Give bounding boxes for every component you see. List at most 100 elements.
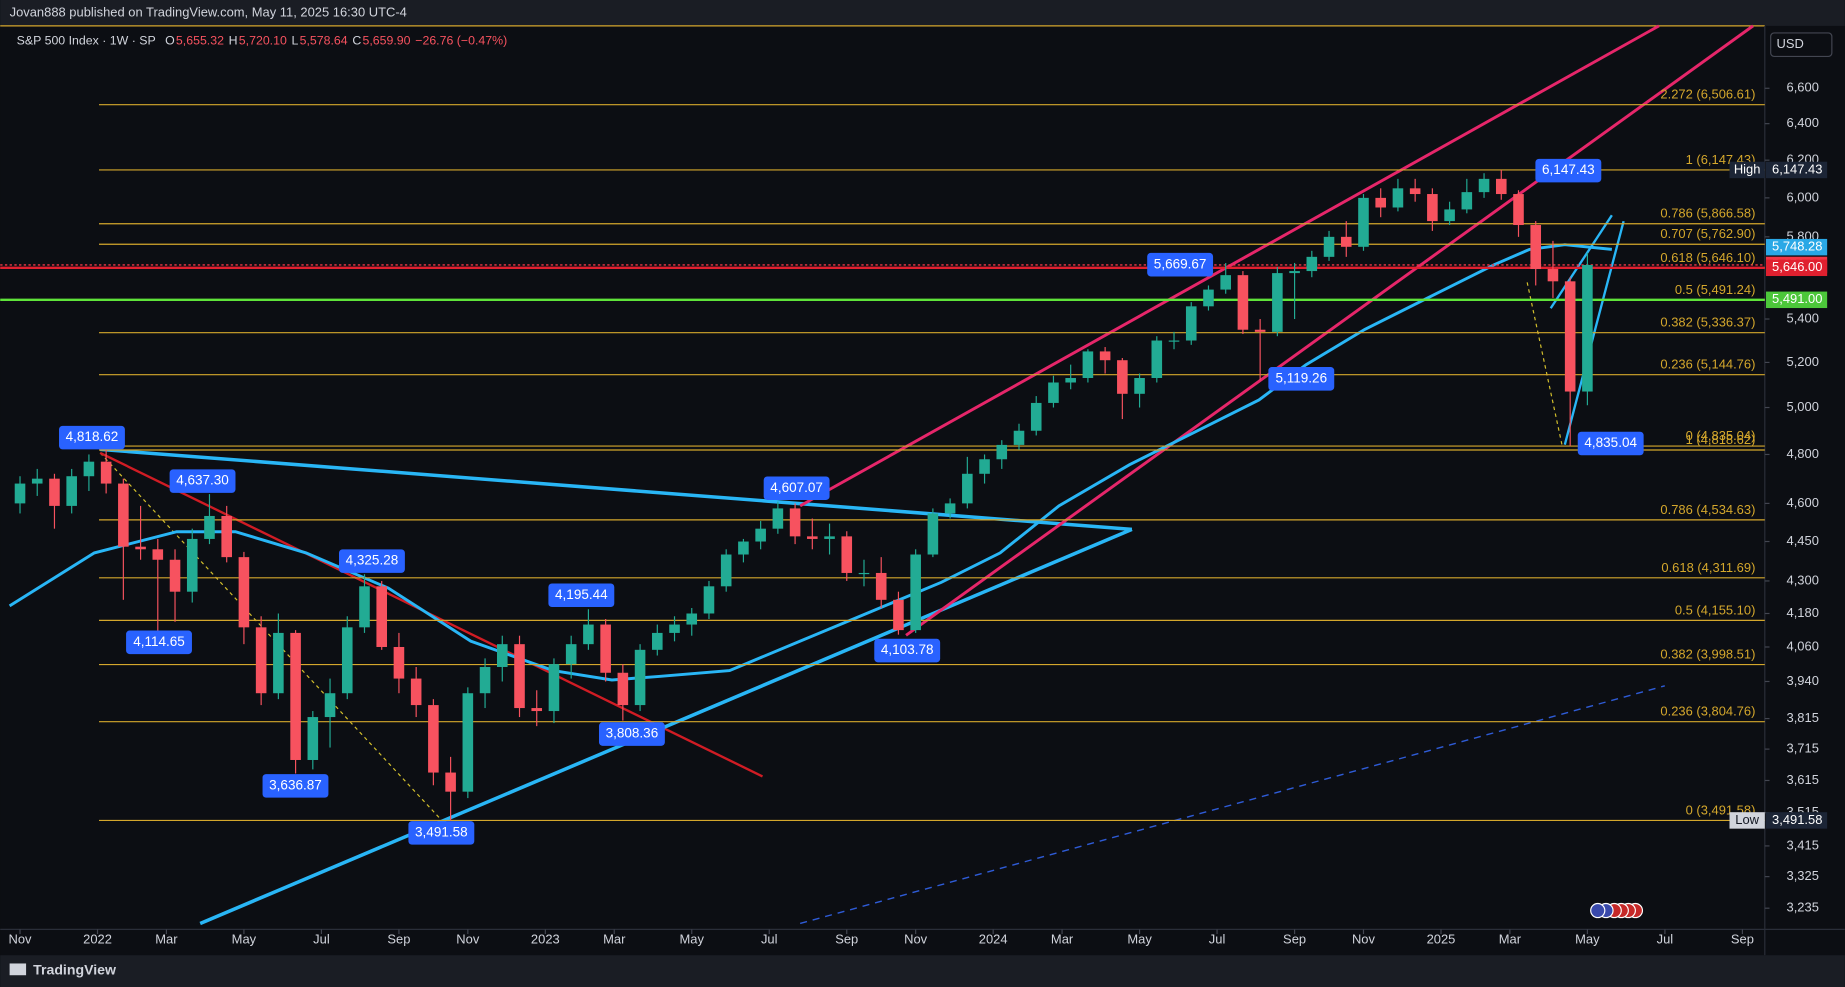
x-tick-label: May: [1127, 931, 1152, 946]
callout-label: 4,637.30: [176, 473, 229, 488]
candle-body: [238, 557, 250, 628]
x-tick-label: May: [232, 931, 257, 946]
axis-badge-label: 5,491.00: [1772, 291, 1822, 306]
candle-body: [772, 508, 784, 529]
candle-body: [1013, 430, 1025, 445]
y-tick-label: 3,235: [1787, 900, 1819, 915]
publisher: Jovan888 published on TradingView.com, M…: [10, 4, 407, 19]
x-tick-label: Jul: [1209, 931, 1226, 946]
fib-label: 1 (4,818.62): [1686, 432, 1756, 447]
candle-body: [1168, 340, 1180, 342]
candle-body: [1340, 236, 1352, 247]
callout-label: 6,147.43: [1542, 162, 1595, 177]
fib-label: 0.236 (5,144.76): [1660, 357, 1755, 372]
axis-badge-tag: [1729, 161, 1765, 179]
candle-body: [755, 528, 766, 542]
candle-body: [31, 478, 43, 484]
x-tick-label: Mar: [1051, 931, 1074, 946]
y-tick-label: 3,325: [1787, 868, 1819, 883]
candle-body: [996, 444, 1008, 460]
candle-body: [307, 717, 319, 760]
candle-body: [1065, 378, 1076, 383]
axis-badge-tag-label: Low: [1735, 812, 1759, 827]
candle-body: [1375, 197, 1387, 208]
candle-body: [652, 632, 663, 650]
fib-label: 0.786 (4,534.63): [1660, 502, 1755, 517]
fib-label: 0.707 (5,762.90): [1660, 226, 1755, 241]
candle-body: [186, 538, 198, 592]
triangle-lower: [199, 527, 1133, 926]
axis-badge-label: 3,491.58: [1772, 812, 1822, 827]
callout-box: [598, 722, 665, 746]
legend-key: O: [165, 33, 175, 47]
candle-body: [789, 508, 801, 537]
fib-label: 0.382 (3,998.51): [1660, 647, 1755, 662]
callout-label: 4,818.62: [66, 429, 119, 444]
candle-body: [738, 541, 749, 555]
channel-lower: [905, 24, 1754, 637]
callout-label: 4,835.04: [1584, 435, 1637, 450]
legend-key: L: [292, 33, 299, 47]
axis-badge-label: 5,748.28: [1772, 239, 1822, 254]
x-tick-label: May: [680, 931, 705, 946]
candle-body: [1134, 378, 1145, 394]
y-tick-label: 3,815: [1787, 710, 1819, 725]
axis-badge-label: 6,147.43: [1772, 161, 1822, 176]
candle-body: [49, 478, 60, 506]
dashed-swing: [99, 452, 442, 821]
candle-body: [1185, 306, 1197, 341]
callout-box: [874, 638, 941, 663]
candle-body: [927, 513, 939, 555]
candle-body: [1392, 188, 1404, 208]
x-tick-label: May: [1575, 931, 1600, 946]
legend-key: C: [352, 33, 361, 47]
legend-key: H: [229, 33, 238, 47]
candle-body: [1203, 289, 1214, 307]
candle-body: [359, 586, 370, 628]
candle-body: [807, 536, 818, 539]
candle-body: [1048, 382, 1059, 403]
callout-label: 3,808.36: [606, 726, 659, 741]
candle-body: [1547, 269, 1559, 282]
callout-box: [339, 549, 405, 573]
axis-badge: [1765, 259, 1828, 277]
callout-label: 4,325.28: [346, 553, 399, 568]
candle-body: [100, 461, 112, 484]
legend-value: 5,578.64: [300, 33, 348, 47]
candle-body: [221, 515, 232, 558]
candle-body: [565, 644, 577, 665]
footer-bar: [0, 955, 1845, 987]
candle-body: [1289, 271, 1300, 274]
candle-body: [1427, 194, 1438, 222]
candle-body: [686, 613, 698, 625]
axis-badge-tag-label: High: [1734, 161, 1761, 176]
x-tick-label: Nov: [1352, 931, 1376, 946]
x-tick-label: 2025: [1427, 931, 1456, 946]
callout-label: 3,491.58: [415, 824, 468, 839]
callout-box: [408, 821, 475, 845]
candle-body: [514, 644, 525, 709]
candle-body: [1582, 264, 1593, 392]
x-tick-label: 2022: [83, 931, 112, 946]
fib-label: 0.5 (4,155.10): [1675, 602, 1756, 617]
callout-box: [126, 630, 192, 655]
callout-box: [1268, 367, 1335, 391]
callout-label: 4,114.65: [133, 634, 185, 649]
candle-body: [1461, 192, 1473, 210]
candle-body: [255, 627, 267, 694]
drawings: [0, 24, 1765, 926]
candle-body: [720, 554, 732, 587]
candle-body: [324, 693, 336, 718]
candle-body: [600, 624, 611, 673]
brand: TradingView: [33, 961, 116, 977]
x-tick-label: Mar: [155, 931, 178, 946]
candle-body: [1444, 209, 1455, 222]
x-tick-label: Jul: [1657, 931, 1674, 946]
callout-box: [1147, 252, 1214, 277]
callout-box: [1577, 431, 1644, 456]
fib-label: 0 (4,835.04): [1686, 428, 1756, 443]
currency-box[interactable]: [1770, 32, 1833, 58]
legend-value: 5,720.10: [239, 33, 287, 47]
candle-body: [1564, 281, 1576, 392]
